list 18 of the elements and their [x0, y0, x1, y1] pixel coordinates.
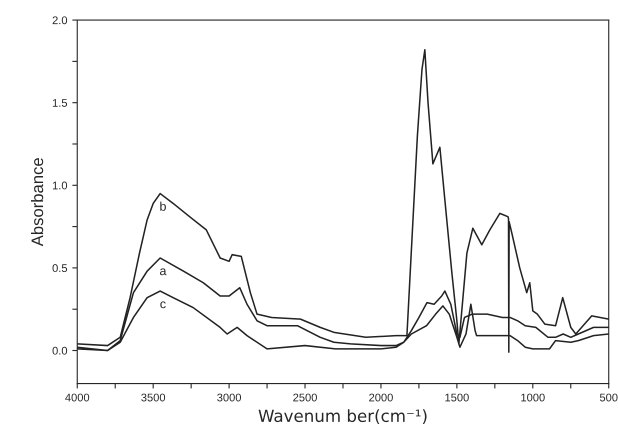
series-label: a — [160, 268, 166, 276]
series-label: b — [160, 202, 166, 211]
y-tick-label: 0.0 — [52, 346, 68, 355]
y-tick-label: 2.0 — [52, 16, 68, 24]
x-tick-label: 2500 — [293, 394, 317, 402]
x-tick-label: 3500 — [141, 394, 166, 402]
y-tick-label: 0.5 — [52, 264, 68, 272]
series-label: c — [160, 301, 166, 308]
x-tick-label: 1000 — [521, 394, 545, 402]
x-tick-label: 500 — [600, 394, 618, 402]
x-tick-label: 3000 — [217, 394, 242, 402]
x-axis-title: Wavenum ber(cm⁻¹) — [258, 409, 427, 424]
x-tick-label: 4000 — [65, 394, 90, 402]
y-tick-label: 1.5 — [52, 99, 68, 107]
x-tick-label: 2000 — [369, 394, 393, 402]
y-axis-title: Absorbance — [30, 158, 44, 246]
y-tick-label: 1.0 — [52, 182, 68, 190]
x-tick-label: 1500 — [445, 394, 469, 402]
